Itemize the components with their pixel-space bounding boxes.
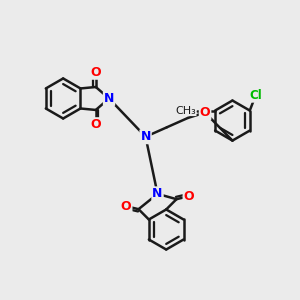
Text: N: N xyxy=(140,130,151,143)
Text: N: N xyxy=(152,188,163,200)
Text: O: O xyxy=(184,190,194,203)
Text: O: O xyxy=(91,66,101,79)
Text: Cl: Cl xyxy=(249,89,262,102)
Text: O: O xyxy=(200,106,210,119)
Text: O: O xyxy=(121,200,131,213)
Text: N: N xyxy=(104,92,114,105)
Text: O: O xyxy=(91,118,101,131)
Text: CH₃: CH₃ xyxy=(175,106,196,116)
